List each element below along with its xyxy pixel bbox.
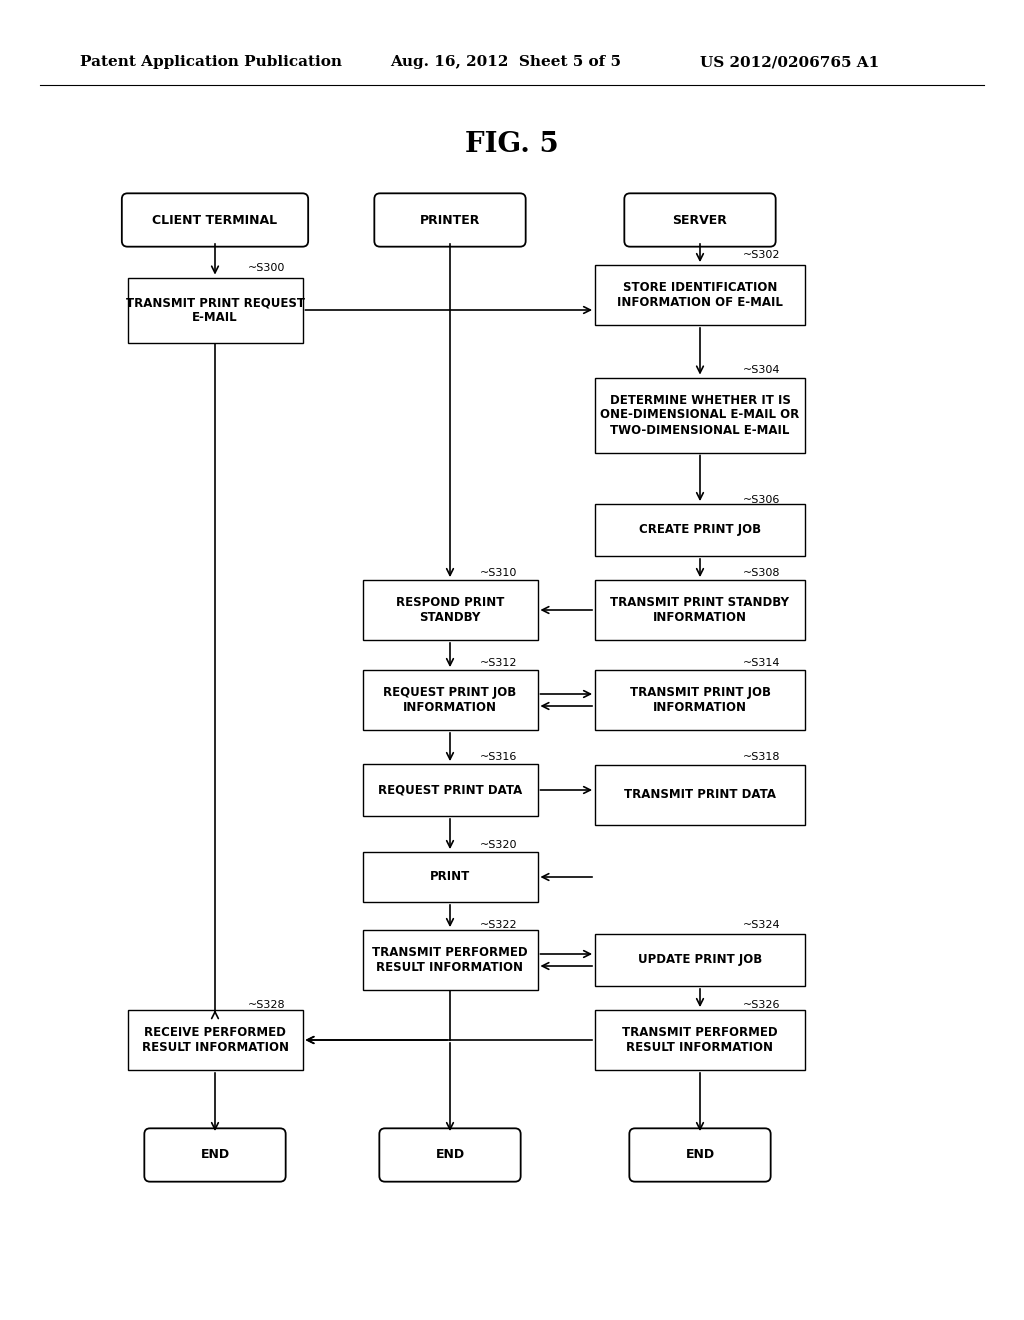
Text: ~S318: ~S318	[743, 752, 780, 762]
Bar	[595, 579, 805, 640]
Text: TRANSMIT PERFORMED
RESULT INFORMATION: TRANSMIT PERFORMED RESULT INFORMATION	[623, 1026, 778, 1053]
Text: ~S320: ~S320	[480, 840, 517, 850]
Text: SERVER: SERVER	[673, 214, 727, 227]
Bar	[362, 764, 538, 816]
Text: ~S310: ~S310	[480, 568, 517, 578]
Text: END: END	[685, 1148, 715, 1162]
Text: ~S314: ~S314	[743, 657, 780, 668]
Text: STORE IDENTIFICATION
INFORMATION OF E-MAIL: STORE IDENTIFICATION INFORMATION OF E-MA…	[617, 281, 783, 309]
Text: ~S306: ~S306	[743, 495, 780, 506]
Text: ~S316: ~S316	[480, 752, 517, 762]
Text: REQUEST PRINT JOB
INFORMATION: REQUEST PRINT JOB INFORMATION	[383, 686, 517, 714]
Text: ~S324: ~S324	[743, 920, 780, 931]
FancyBboxPatch shape	[379, 1129, 520, 1181]
Text: TRANSMIT PRINT DATA: TRANSMIT PRINT DATA	[624, 788, 776, 801]
Text: RECEIVE PERFORMED
RESULT INFORMATION: RECEIVE PERFORMED RESULT INFORMATION	[141, 1026, 289, 1053]
Bar	[362, 931, 538, 990]
Bar	[595, 1010, 805, 1071]
Text: ~S326: ~S326	[743, 1001, 780, 1010]
Text: ~S312: ~S312	[480, 657, 517, 668]
Text: END: END	[435, 1148, 465, 1162]
Text: TRANSMIT PRINT REQUEST
E-MAIL: TRANSMIT PRINT REQUEST E-MAIL	[126, 296, 304, 323]
Text: ~S322: ~S322	[480, 920, 517, 931]
Bar	[128, 277, 302, 342]
Text: CLIENT TERMINAL: CLIENT TERMINAL	[153, 214, 278, 227]
Text: RESPOND PRINT
STANDBY: RESPOND PRINT STANDBY	[396, 597, 504, 624]
Text: PRINT: PRINT	[430, 870, 470, 883]
FancyBboxPatch shape	[375, 193, 525, 247]
Text: TRANSMIT PRINT STANDBY
INFORMATION: TRANSMIT PRINT STANDBY INFORMATION	[610, 597, 790, 624]
Text: FIG. 5: FIG. 5	[465, 132, 559, 158]
Text: CREATE PRINT JOB: CREATE PRINT JOB	[639, 524, 761, 536]
FancyBboxPatch shape	[630, 1129, 771, 1181]
Bar	[362, 851, 538, 902]
Bar	[595, 766, 805, 825]
Text: UPDATE PRINT JOB: UPDATE PRINT JOB	[638, 953, 762, 966]
FancyBboxPatch shape	[625, 193, 775, 247]
Text: ~S302: ~S302	[743, 249, 780, 260]
Text: TRANSMIT PRINT JOB
INFORMATION: TRANSMIT PRINT JOB INFORMATION	[630, 686, 770, 714]
Bar	[595, 935, 805, 986]
Bar	[362, 671, 538, 730]
Bar	[595, 265, 805, 325]
Text: ~S304: ~S304	[743, 366, 780, 375]
Text: US 2012/0206765 A1: US 2012/0206765 A1	[700, 55, 880, 69]
Text: REQUEST PRINT DATA: REQUEST PRINT DATA	[378, 784, 522, 796]
FancyBboxPatch shape	[122, 193, 308, 247]
Bar	[595, 378, 805, 453]
Text: PRINTER: PRINTER	[420, 214, 480, 227]
Text: Aug. 16, 2012  Sheet 5 of 5: Aug. 16, 2012 Sheet 5 of 5	[390, 55, 621, 69]
Text: ~S300: ~S300	[248, 263, 286, 273]
Text: ~S308: ~S308	[743, 568, 780, 578]
Text: END: END	[201, 1148, 229, 1162]
Bar	[362, 579, 538, 640]
Text: ~S328: ~S328	[248, 1001, 286, 1010]
Text: Patent Application Publication: Patent Application Publication	[80, 55, 342, 69]
Text: DETERMINE WHETHER IT IS
ONE-DIMENSIONAL E-MAIL OR
TWO-DIMENSIONAL E-MAIL: DETERMINE WHETHER IT IS ONE-DIMENSIONAL …	[600, 393, 800, 437]
Bar	[595, 504, 805, 556]
Bar	[128, 1010, 302, 1071]
Text: TRANSMIT PERFORMED
RESULT INFORMATION: TRANSMIT PERFORMED RESULT INFORMATION	[372, 946, 527, 974]
FancyBboxPatch shape	[144, 1129, 286, 1181]
Bar	[595, 671, 805, 730]
